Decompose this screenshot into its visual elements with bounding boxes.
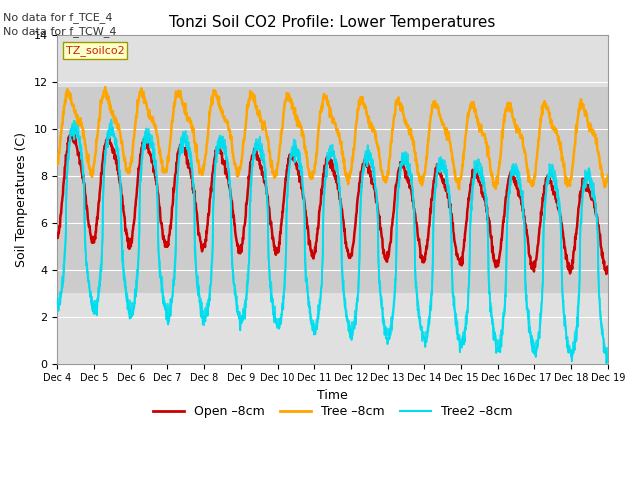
Title: Tonzi Soil CO2 Profile: Lower Temperatures: Tonzi Soil CO2 Profile: Lower Temperatur…	[170, 15, 496, 30]
Y-axis label: Soil Temperatures (C): Soil Temperatures (C)	[15, 132, 28, 267]
Text: No data for f_TCW_4: No data for f_TCW_4	[3, 26, 116, 37]
X-axis label: Time: Time	[317, 389, 348, 402]
Bar	[58, 87, 608, 293]
Legend: Open –8cm, Tree –8cm, Tree2 –8cm: Open –8cm, Tree –8cm, Tree2 –8cm	[148, 400, 517, 423]
Text: No data for f_TCE_4: No data for f_TCE_4	[3, 12, 113, 23]
Text: TZ_soilco2: TZ_soilco2	[66, 45, 124, 56]
